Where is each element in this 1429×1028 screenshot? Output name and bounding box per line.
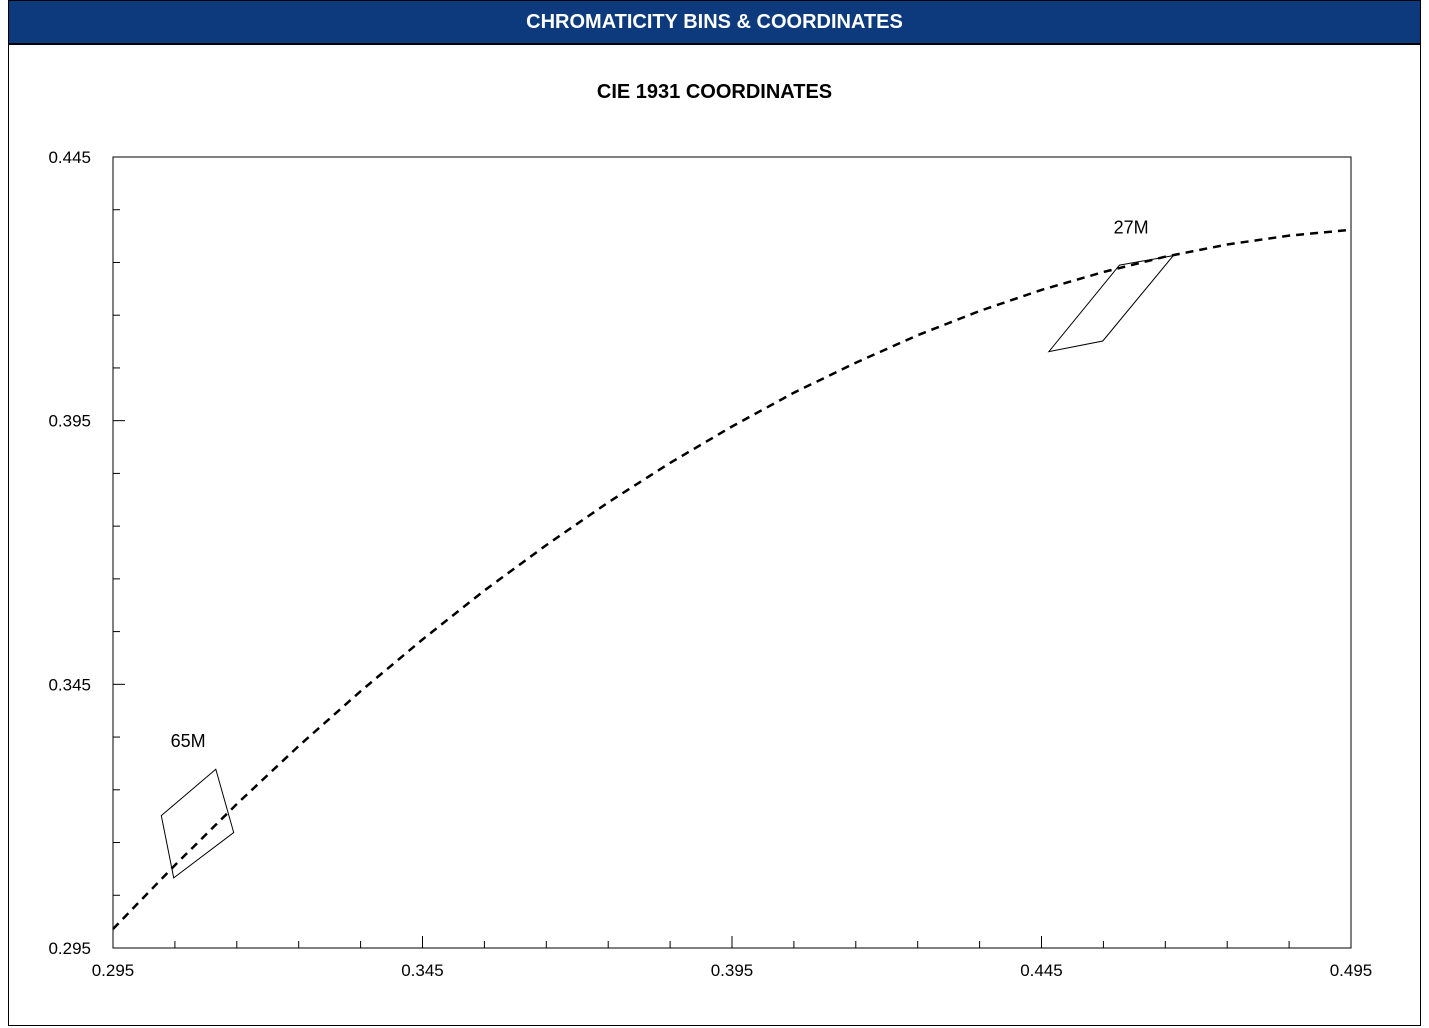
x-tick-label: 0.295: [92, 961, 135, 980]
chart-title: CIE 1931 COORDINATES: [596, 81, 833, 103]
chart-panel: CHROMATICITY BINS & COORDINATES CIE 1931…: [8, 0, 1421, 1026]
y-tick-label: 0.295: [48, 939, 91, 958]
x-tick-label: 0.495: [1330, 961, 1373, 980]
bin-label: 65M: [171, 731, 206, 751]
x-tick-label: 0.445: [1020, 961, 1063, 980]
x-tick-label: 0.395: [711, 961, 754, 980]
y-tick-label: 0.395: [48, 412, 91, 431]
panel-header: CHROMATICITY BINS & COORDINATES: [9, 1, 1420, 45]
bin-quadrilateral-27m: [1047, 254, 1175, 353]
bin-quadrilateral-65m: [160, 768, 235, 879]
bin-label: 27M: [1114, 218, 1149, 238]
planckian-locus-curve: [112, 228, 1352, 930]
plot-area: [112, 156, 1352, 949]
chart-plot: 0.295 0.345 0.395 0.445 0.495 0.295 0.345 0.395…: [48, 148, 1373, 980]
y-tick-label: 0.445: [48, 148, 91, 167]
x-tick-label: 0.345: [401, 961, 444, 980]
y-tick-label: 0.345: [48, 675, 91, 694]
